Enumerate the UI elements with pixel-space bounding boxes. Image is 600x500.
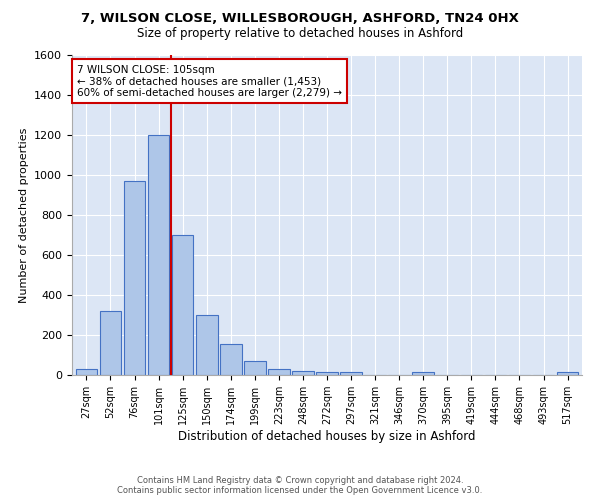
Bar (220, 344, 242, 375)
Bar (412, 372, 434, 375)
Bar (124, 181, 145, 375)
Bar (340, 372, 362, 375)
Text: 7, WILSON CLOSE, WILLESBOROUGH, ASHFORD, TN24 0HX: 7, WILSON CLOSE, WILLESBOROUGH, ASHFORD,… (81, 12, 519, 26)
Bar (196, 315, 218, 375)
Bar (316, 372, 338, 375)
Bar (172, 235, 193, 375)
Text: 7 WILSON CLOSE: 105sqm
← 38% of detached houses are smaller (1,453)
60% of semi-: 7 WILSON CLOSE: 105sqm ← 38% of detached… (77, 64, 342, 98)
Bar (292, 371, 314, 375)
Bar (100, 311, 121, 375)
X-axis label: Distribution of detached houses by size in Ashford: Distribution of detached houses by size … (178, 430, 476, 443)
Bar (76, 369, 97, 375)
Y-axis label: Number of detached properties: Number of detached properties (19, 128, 29, 302)
Bar (148, 135, 169, 375)
Text: Contains HM Land Registry data © Crown copyright and database right 2024.
Contai: Contains HM Land Registry data © Crown c… (118, 476, 482, 495)
Text: Size of property relative to detached houses in Ashford: Size of property relative to detached ho… (137, 28, 463, 40)
Bar (244, 361, 266, 375)
Bar (557, 372, 578, 375)
Bar (268, 369, 290, 375)
